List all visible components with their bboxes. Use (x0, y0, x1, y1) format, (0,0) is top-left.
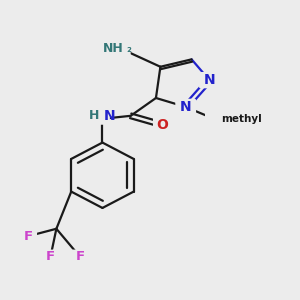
Text: F: F (46, 250, 55, 263)
FancyBboxPatch shape (199, 72, 220, 88)
Text: NH: NH (103, 42, 123, 56)
Text: H: H (89, 109, 100, 122)
FancyBboxPatch shape (153, 117, 171, 133)
FancyBboxPatch shape (205, 111, 238, 126)
Text: O: O (156, 118, 168, 132)
Text: ₂: ₂ (126, 44, 131, 54)
Text: N: N (104, 109, 116, 123)
FancyBboxPatch shape (71, 250, 89, 264)
FancyBboxPatch shape (95, 40, 131, 58)
FancyBboxPatch shape (80, 107, 110, 125)
FancyBboxPatch shape (175, 99, 196, 115)
Text: F: F (24, 230, 33, 243)
Text: N: N (180, 100, 191, 114)
FancyBboxPatch shape (19, 229, 37, 244)
Text: F: F (76, 250, 85, 263)
Text: N: N (204, 73, 215, 87)
FancyBboxPatch shape (41, 250, 59, 264)
Text: methyl: methyl (221, 114, 262, 124)
